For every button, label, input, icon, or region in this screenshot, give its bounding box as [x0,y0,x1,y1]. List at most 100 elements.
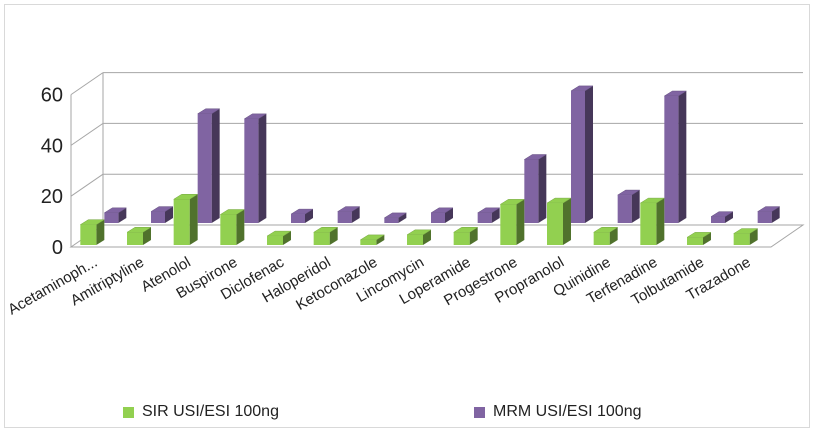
mrm-bar-front [431,212,445,223]
y-axis-labels: 0 20 40 60 [41,85,63,259]
mrm-bar-front [617,195,632,223]
mrm-bar-side [258,113,267,223]
sir-bar [312,227,339,245]
sir-bar-side [656,198,665,245]
x-axis-labels: Acetaminoph...AmitriptylineAtenololBuspi… [5,253,753,318]
gridline-diagonal [70,122,104,146]
legend-item-sir: SIR USI/ESI 100ng [123,403,279,421]
mrm-bar [430,207,454,223]
mrm-bar-front [151,211,165,223]
sir-bar-side [283,231,291,245]
mrm-bar [663,90,688,223]
mrm-bar-side [585,85,593,223]
sir-bar [686,232,712,245]
sir-bar-front [687,237,703,245]
sir-bar-front [407,234,423,245]
sir-bar-side [143,227,151,245]
mrm-bar [243,113,268,223]
bars [79,85,781,245]
sir-bar [219,209,246,245]
sir-bar [266,230,292,245]
sir-bar-front [80,224,97,245]
mrm-bar [756,206,781,223]
mrm-bar [196,108,221,223]
bar-chart-3d: 0 20 40 60 Acetaminoph...AmitriptylineAteno… [5,72,805,318]
mrm-bar-side [398,212,407,223]
mrm-bar-side [351,206,360,223]
mrm-bar-front [384,217,399,223]
mrm-bar-side [631,190,640,223]
mrm-bar-front [477,212,492,223]
mrm-bar-front [197,113,212,223]
sir-bar-side [329,227,338,245]
mrm-bar-side [538,154,547,223]
sir-bar [126,227,152,245]
chart-frame: 0 20 40 60 Acetaminoph... Amitriptyline Ateno… [4,4,810,428]
sir-bar-side [609,227,618,245]
y-tick-label: 0 [52,237,63,259]
sir-bar-front [640,203,657,245]
gridline-diagonal [70,173,104,197]
sir-bar [592,227,619,245]
sir-bar-side [563,198,571,245]
sir-bar [359,234,386,245]
sir-bar [732,228,759,245]
sir-bar-front [267,236,283,245]
mrm-bar [150,206,174,223]
sir-bar-front [360,239,377,245]
mrm-bar-side [211,108,220,223]
y-tick-label: 60 [41,85,63,107]
mrm-bar [523,154,548,223]
mrm-bar [476,207,501,223]
sir-bar-front [593,232,610,245]
mrm-bar-side [305,209,313,223]
sir-bar [79,219,106,245]
legend-item-mrm: MRM USI/ESI 100ng [474,403,642,421]
sir-bar-side [376,234,385,245]
sir-bar-side [96,219,105,245]
mrm-bar-front [337,211,352,223]
y-tick-label: 40 [41,135,63,157]
sir-legend-label: SIR USI/ESI 100ng [142,403,279,420]
sir-bar [546,197,572,245]
mrm-bar-side [165,206,173,223]
mrm-bar [290,208,314,223]
sir-bar-side [749,228,758,245]
mrm-bar [570,85,594,223]
mrm-bar-side [725,211,733,223]
mrm-bar-front [757,211,772,223]
sir-bar-side [469,227,478,245]
mrm-bar-front [104,212,119,223]
sir-bar-side [516,199,525,245]
sir-bar [406,229,432,245]
sir-bar-front [547,203,563,245]
mrm-bar-front [244,118,259,223]
sir-bar [452,227,479,245]
sir-bar-front [173,199,190,245]
mrm-bar [336,206,361,223]
sir-bar-front [313,232,330,245]
mrm-bar-front [524,159,539,223]
mrm-bar [710,211,734,223]
sir-bar-side [189,194,198,245]
mrm-bar-front [571,90,585,223]
gridline-diagonal [70,72,104,96]
mrm-bar-front [711,216,725,223]
mrm-legend-label: MRM USI/ESI 100ng [493,403,642,420]
mrm-bar [383,212,408,223]
mrm-legend-swatch [474,406,485,418]
sir-bar-side [703,232,711,245]
sir-bar-side [236,209,245,245]
sir-bar-front [500,204,517,245]
sir-bar [499,199,526,245]
sir-bar-front [220,214,237,245]
sir-bar-front [453,232,470,245]
mrm-bar-side [678,91,687,223]
sir-legend-swatch [123,406,134,418]
y-tick-label: 20 [41,186,63,208]
mrm-bar-front [664,96,679,223]
mrm-bar-front [291,214,305,223]
mrm-bar [103,207,128,223]
sir-bar-front [127,232,143,245]
sir-bar [172,194,199,245]
